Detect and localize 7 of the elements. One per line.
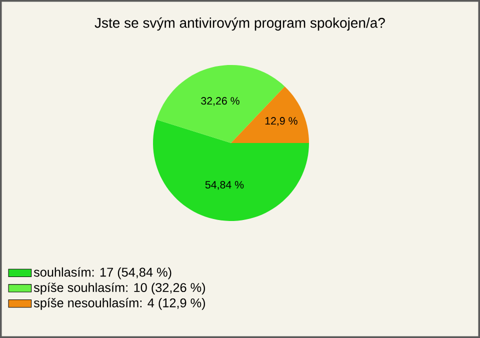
data-label: 54,84 % bbox=[205, 181, 244, 190]
data-label: 12,9 % bbox=[265, 117, 298, 126]
data-label: 32,26 % bbox=[201, 97, 240, 106]
legend-label: spíše nesouhlasím: 4 (12,9 %) bbox=[34, 298, 205, 310]
chart-title: Jste se svým antivirovým program spokojen/a? bbox=[94, 17, 385, 31]
legend-label: spíše souhlasím: 10 (32,26 %) bbox=[34, 282, 205, 295]
legend-label: souhlasím: 17 (54,84 %) bbox=[34, 267, 172, 280]
